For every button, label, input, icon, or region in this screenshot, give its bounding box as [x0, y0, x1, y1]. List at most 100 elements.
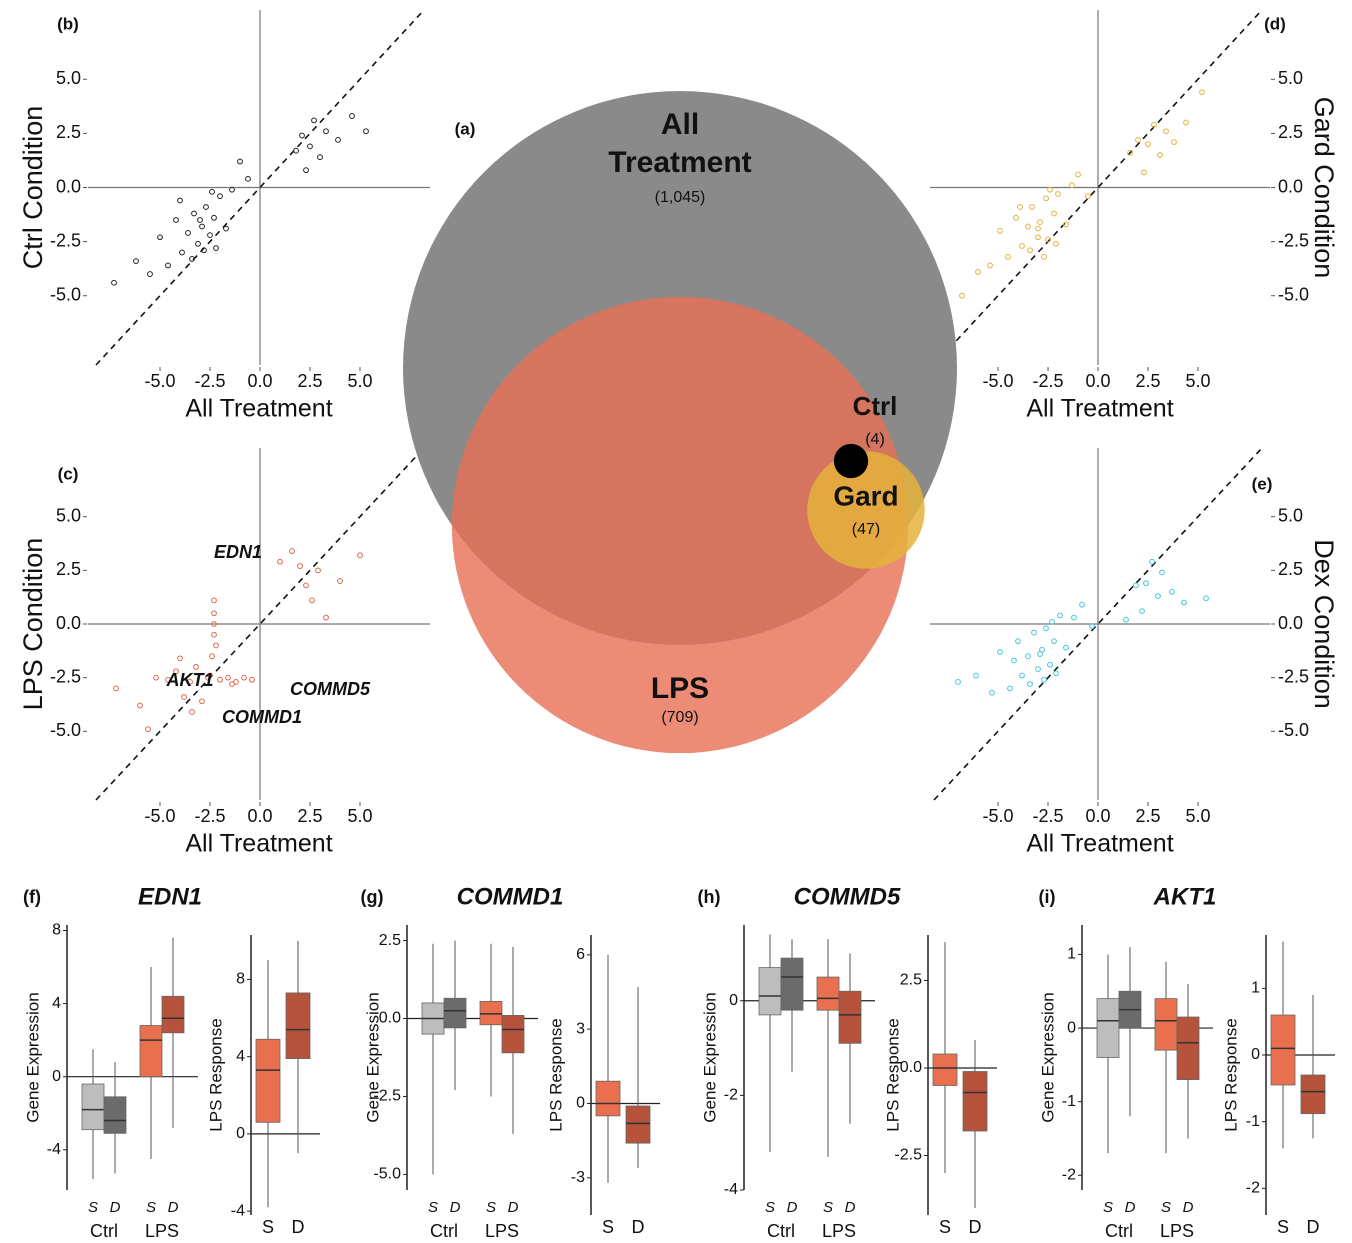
box	[139, 1025, 163, 1078]
x-tick-label: 2.5	[1135, 371, 1160, 391]
y-tick-label: 0.0	[1278, 613, 1303, 633]
point	[1071, 614, 1077, 621]
x-axis-title: All Treatment	[1026, 830, 1173, 858]
box	[1270, 1014, 1296, 1086]
group-label: Ctrl	[90, 1221, 118, 1241]
y-tick-label: -5.0	[50, 284, 81, 304]
x-tick-label: 0.0	[1085, 806, 1110, 826]
point	[1043, 625, 1049, 632]
point	[1163, 128, 1169, 135]
x-tick-label: 5.0	[347, 371, 372, 391]
y-axis-title: Gene Expression	[363, 992, 382, 1122]
category-label: S	[939, 1217, 951, 1237]
y-tick-label: -2.5	[50, 230, 81, 250]
point	[181, 694, 187, 700]
point	[1011, 657, 1017, 664]
panel-label: (d)	[1264, 14, 1286, 33]
box	[1154, 998, 1178, 1051]
y-tick-label: -3	[571, 1169, 585, 1186]
point	[1035, 234, 1041, 241]
point	[133, 258, 139, 264]
y-axis-title: Dex Condition	[1309, 539, 1339, 709]
point	[1181, 599, 1187, 606]
y-tick-label: 2.5	[1278, 122, 1303, 142]
panel-label: (i)	[1039, 887, 1056, 907]
panel-title: AKT1	[1153, 883, 1217, 910]
point	[197, 217, 203, 223]
group-label: LPS	[822, 1221, 856, 1241]
y-tick-label: -4	[47, 1141, 61, 1158]
x-tick-label: 2.5	[1135, 806, 1160, 826]
point	[1143, 580, 1149, 587]
point	[145, 726, 151, 733]
point	[1183, 119, 1189, 126]
point	[1159, 569, 1165, 576]
y-tick-label: -1	[1246, 1113, 1260, 1130]
venn-set	[833, 443, 869, 479]
point	[207, 672, 213, 679]
point	[225, 674, 231, 681]
point	[1027, 681, 1033, 687]
point	[211, 214, 217, 221]
point	[187, 679, 193, 685]
category-label: S	[428, 1199, 438, 1216]
point	[997, 227, 1003, 234]
y-tick-label: 4	[236, 1048, 245, 1065]
point	[1041, 676, 1047, 683]
point	[955, 679, 961, 685]
point	[223, 225, 229, 232]
y-tick-label: 5.0	[1278, 505, 1303, 525]
point	[1053, 240, 1059, 247]
point	[191, 210, 197, 217]
category-label: D	[168, 1199, 179, 1216]
y-tick-label: -2	[724, 1087, 738, 1104]
point	[293, 147, 299, 154]
point	[1069, 182, 1075, 189]
y-tick-label: 0.0	[900, 1059, 922, 1076]
point	[1037, 651, 1043, 657]
y-tick-label: -2.5	[373, 1088, 401, 1105]
point	[311, 117, 317, 124]
point	[217, 676, 223, 683]
point	[1049, 618, 1055, 625]
y-tick-label: 1	[1067, 946, 1076, 963]
y-tick-label: 0.0	[379, 1010, 401, 1027]
group-label: Ctrl	[430, 1221, 458, 1241]
category-label: D	[787, 1199, 798, 1216]
y-tick-label: 5.0	[56, 505, 81, 525]
point	[1063, 644, 1069, 651]
panel-title: COMMD1	[457, 883, 564, 910]
point	[1013, 214, 1019, 221]
point	[1035, 666, 1041, 672]
point	[337, 578, 343, 584]
venn-label: All Treatment	[608, 108, 752, 179]
box	[816, 976, 840, 1011]
venn-set	[807, 451, 925, 569]
x-tick-label: 5.0	[1185, 371, 1210, 391]
category-label: D	[1183, 1199, 1194, 1216]
y-tick-label: -2.5	[1278, 666, 1309, 686]
point	[113, 685, 119, 692]
point	[1135, 136, 1141, 143]
point	[1157, 152, 1163, 158]
y-tick-label: -2	[1062, 1166, 1076, 1183]
x-tick-label: 0.0	[1085, 371, 1110, 391]
box	[932, 1053, 958, 1086]
category-label: S	[765, 1199, 775, 1216]
point	[315, 567, 321, 574]
y-axis-title: Gene Expression	[23, 992, 42, 1122]
point	[1169, 588, 1175, 595]
point	[1045, 236, 1051, 243]
y-tick-label: -5.0	[50, 720, 81, 740]
y-tick-label: 2.5	[56, 122, 81, 142]
panel-title: COMMD5	[794, 883, 901, 910]
y-tick-label: 1	[1251, 980, 1260, 997]
x-tick-label: -5.0	[982, 371, 1013, 391]
point	[1025, 653, 1031, 660]
x-tick-label: 5.0	[347, 806, 372, 826]
y-axis-title: LPS Condition	[18, 538, 48, 711]
venn-count: (47)	[852, 521, 880, 538]
y-tick-label: 5.0	[56, 68, 81, 88]
point	[207, 232, 213, 239]
group-label: Ctrl	[1105, 1221, 1133, 1241]
